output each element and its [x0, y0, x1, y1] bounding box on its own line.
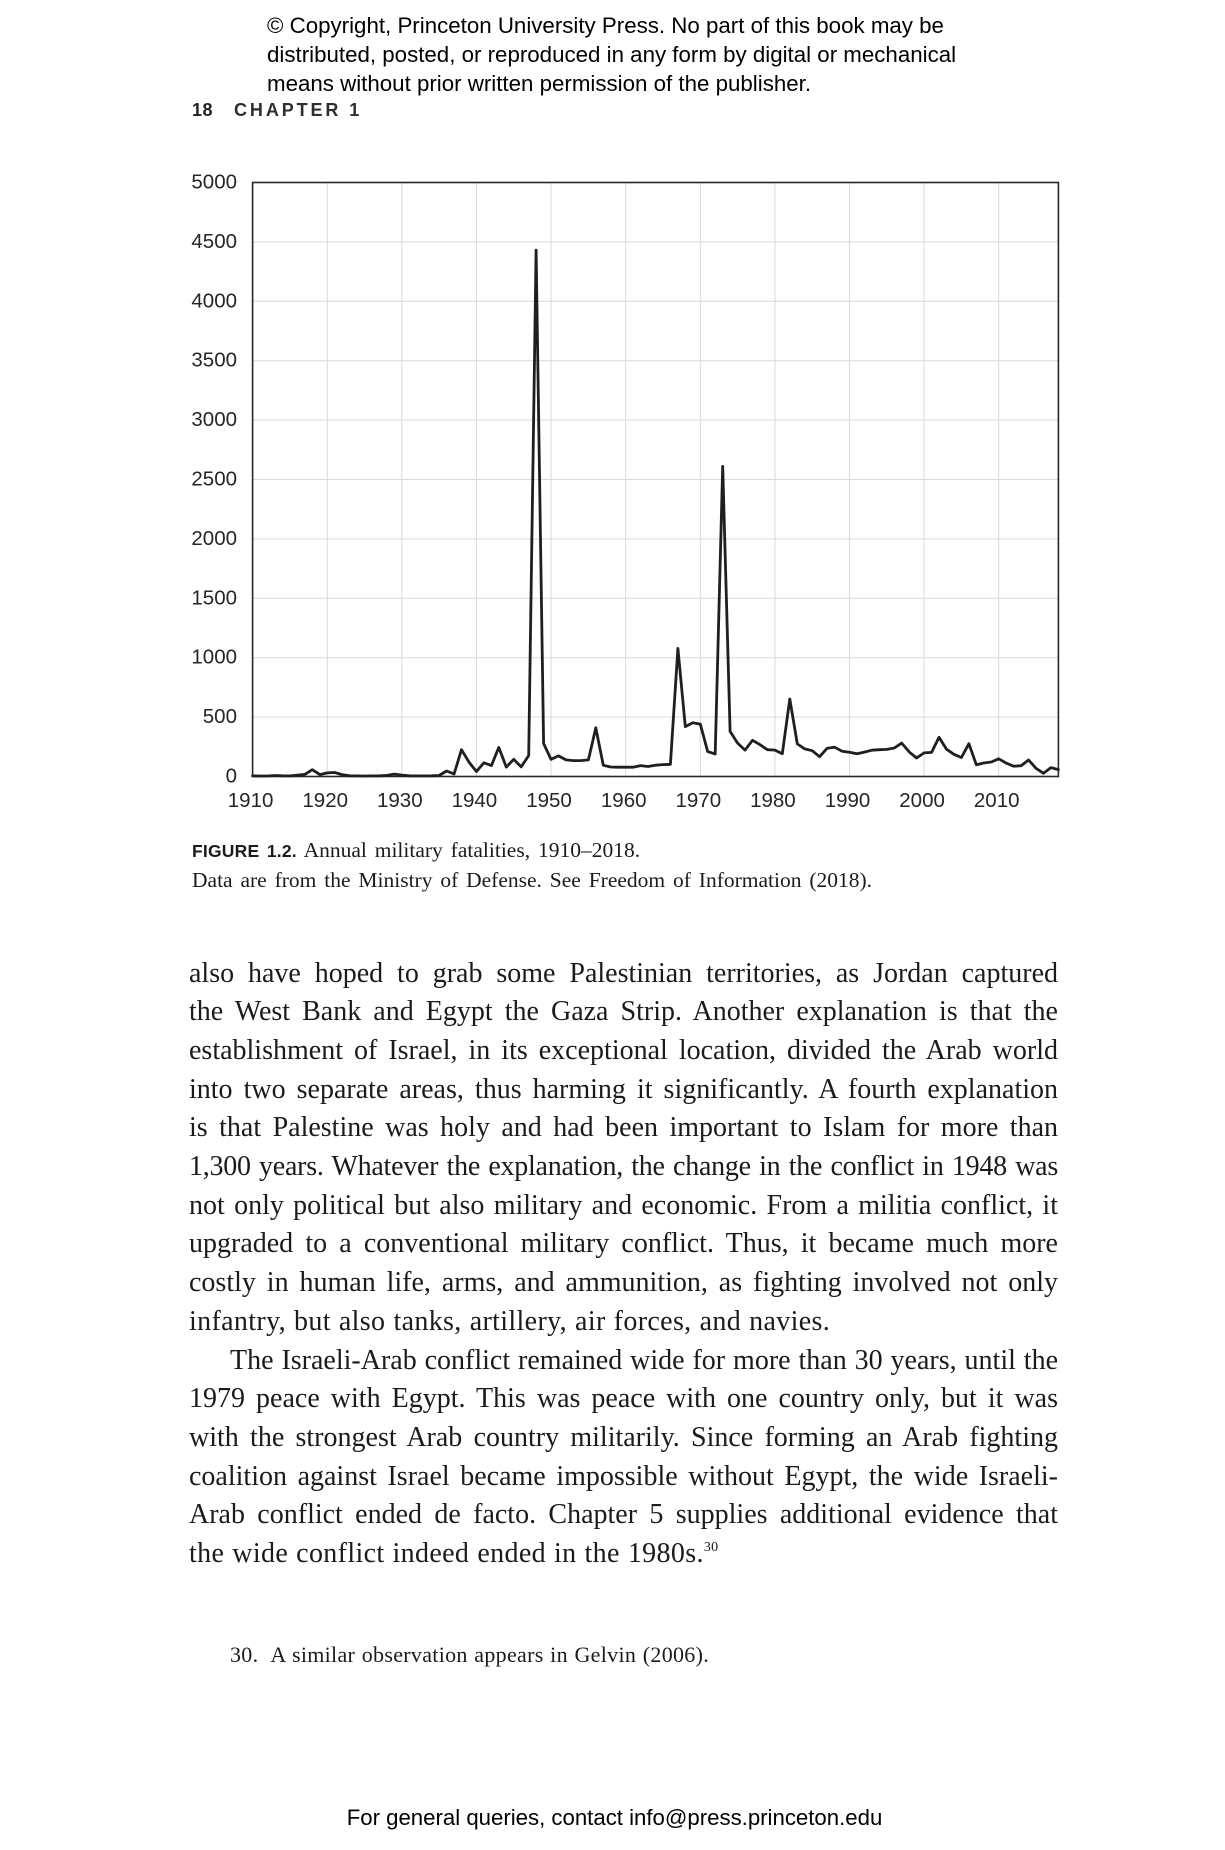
svg-text:1970: 1970 — [675, 789, 721, 812]
svg-text:1980: 1980 — [750, 789, 796, 812]
svg-text:3000: 3000 — [191, 408, 237, 431]
svg-text:1940: 1940 — [452, 789, 498, 812]
svg-text:1920: 1920 — [302, 789, 348, 812]
svg-text:1930: 1930 — [377, 789, 423, 812]
svg-text:4500: 4500 — [191, 230, 237, 253]
svg-text:3500: 3500 — [191, 349, 237, 372]
svg-text:2000: 2000 — [899, 789, 945, 812]
svg-text:1910: 1910 — [228, 789, 274, 812]
svg-text:4000: 4000 — [191, 289, 237, 312]
svg-text:2500: 2500 — [191, 468, 237, 491]
svg-text:1960: 1960 — [601, 789, 647, 812]
svg-text:2000: 2000 — [191, 527, 237, 550]
svg-text:0: 0 — [226, 765, 237, 788]
svg-text:1500: 1500 — [191, 586, 237, 609]
svg-text:1950: 1950 — [526, 789, 572, 812]
svg-text:2010: 2010 — [974, 789, 1020, 812]
svg-text:500: 500 — [203, 705, 237, 728]
svg-text:5000: 5000 — [191, 171, 237, 194]
svg-text:1990: 1990 — [825, 789, 871, 812]
svg-text:1000: 1000 — [191, 646, 237, 669]
